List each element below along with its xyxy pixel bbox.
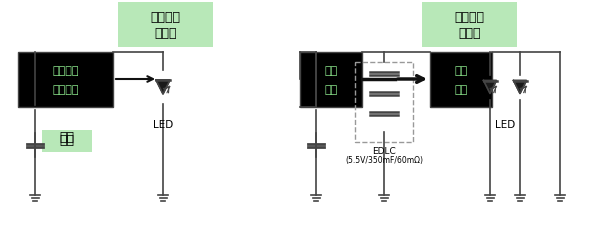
Text: EDLC: EDLC [372,147,396,156]
Bar [430,52,492,107]
Text: 可以通过: 可以通过 [454,11,484,24]
Text: 电流: 电流 [454,66,468,76]
Bar [422,2,517,47]
Polygon shape [156,80,170,94]
Text: 升压电路: 升压电路 [53,66,78,76]
Bar [300,52,362,107]
Text: 电池: 电池 [60,131,74,144]
Bar [18,52,113,107]
Bar [42,130,92,152]
Polygon shape [483,81,497,93]
Text: LED: LED [153,120,173,130]
Bar [118,2,213,47]
Text: 无法通过: 无法通过 [150,11,181,24]
Text: (5.5V/350mF/60mΩ): (5.5V/350mF/60mΩ) [345,156,423,165]
Text: 大电流: 大电流 [458,27,481,40]
Bar [355,62,413,142]
Text: 电流控制: 电流控制 [53,85,78,95]
Text: LED: LED [495,120,515,130]
Text: 控制: 控制 [454,85,468,95]
Polygon shape [513,81,526,93]
Text: 电池: 电池 [60,134,74,147]
Text: 大电流: 大电流 [154,27,177,40]
Text: 电路: 电路 [324,85,337,95]
Text: 升压: 升压 [324,66,337,76]
